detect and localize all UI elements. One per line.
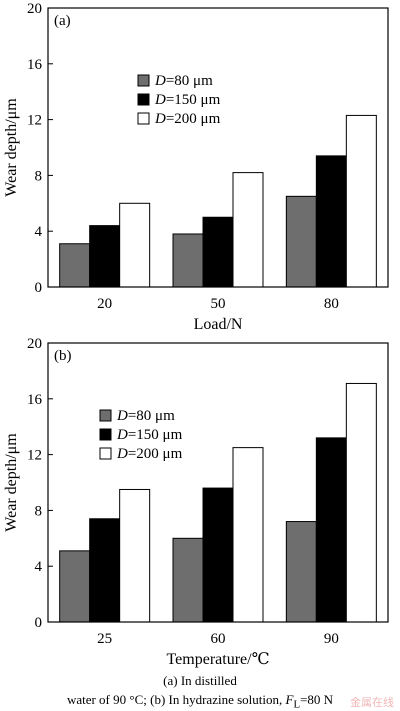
- legend-label-2: D=150 μm: [154, 92, 221, 108]
- legend-label-2: D=150 μm: [116, 427, 183, 443]
- bar-20-series-3: [119, 202, 151, 288]
- y-tick-label: 12: [27, 113, 42, 129]
- y-tick-label: 16: [27, 392, 43, 408]
- bar-60-series-1: [172, 537, 204, 623]
- bar-50-series-3: [232, 172, 264, 288]
- legend-label-3: D=200 μm: [116, 446, 183, 462]
- bar-80-series-3: [345, 114, 377, 288]
- bar-80-series-2: [315, 155, 347, 288]
- watermark: 金属在线: [350, 696, 394, 709]
- y-axis-label: Wear depth/μm: [3, 98, 20, 197]
- legend-label-3: D=200 μm: [154, 111, 221, 127]
- legend: D=80 μm D=150 μm D=200 μm: [99, 408, 183, 462]
- bar-20-series-1: [59, 243, 91, 288]
- legend-swatch-1: [137, 74, 150, 87]
- bar-50-series-2: [202, 216, 234, 288]
- legend-label-1: D=80 μm: [116, 408, 175, 424]
- bar-25-series-1: [59, 550, 91, 623]
- y-axis-label: Wear depth/μm: [3, 433, 20, 532]
- x-axis-label: Load/N: [194, 316, 243, 333]
- caption-sub: L: [293, 698, 301, 711]
- y-tick-label: 8: [35, 168, 43, 184]
- bar-20-series-2: [89, 225, 121, 288]
- y-tick-label: 0: [35, 280, 43, 296]
- legend-swatch-3: [137, 112, 150, 125]
- bar-25-series-3: [119, 488, 151, 623]
- y-tick-label: 16: [27, 57, 43, 73]
- y-tick-label: 12: [27, 448, 42, 464]
- caption-text-post: =80 N: [300, 692, 334, 707]
- x-tick-label: 20: [97, 296, 112, 312]
- x-tick-label: 60: [211, 631, 226, 647]
- x-tick-label: 90: [324, 631, 339, 647]
- bar-90-series-1: [285, 521, 317, 623]
- y-tick-label: 8: [35, 503, 43, 519]
- panel-label: (b): [54, 348, 72, 364]
- y-tick-label: 4: [35, 224, 43, 240]
- chart-panel-1: 0 4 8 12 16 20 20 50 80 Load/N Wear depth/μm (a) D=8…: [3, 1, 389, 333]
- legend: D=80 μm D=150 μm D=200 μm: [137, 73, 221, 127]
- bar-25-series-2: [89, 518, 121, 623]
- legend-swatch-3: [99, 447, 112, 460]
- x-tick-label: 80: [324, 296, 339, 312]
- caption-var: F: [285, 692, 294, 707]
- chart-panel-2: 0 4 8 12 16 20 25 60 90 Temperature/℃ Wear depth/μ…: [3, 336, 389, 668]
- bar-90-series-3: [345, 382, 377, 623]
- x-tick-label: 50: [211, 296, 226, 312]
- y-tick-label: 4: [35, 559, 43, 575]
- bar-80-series-1: [285, 195, 317, 288]
- bar-50-series-1: [172, 233, 204, 288]
- y-tick-label: 20: [27, 1, 42, 17]
- figure-caption-line-2: water of 90 °C; (b) In hydrazine solutio…: [0, 692, 400, 711]
- bar-90-series-2: [315, 437, 347, 623]
- panel-label: (a): [54, 13, 71, 29]
- y-tick-label: 0: [35, 615, 43, 631]
- y-tick-label: 20: [27, 336, 42, 352]
- caption-text-pre: water of 90 °C; (b) In hydrazine solutio…: [66, 692, 286, 707]
- legend-label-1: D=80 μm: [154, 73, 213, 89]
- legend-swatch-2: [99, 428, 112, 441]
- legend-swatch-1: [99, 409, 112, 422]
- figure-caption-line-1: (a) In distilled: [163, 673, 237, 688]
- bar-60-series-3: [232, 447, 264, 623]
- x-tick-label: 25: [97, 631, 112, 647]
- x-axis-label: Temperature/℃: [167, 651, 270, 668]
- bar-60-series-2: [202, 487, 234, 623]
- legend-swatch-2: [137, 93, 150, 106]
